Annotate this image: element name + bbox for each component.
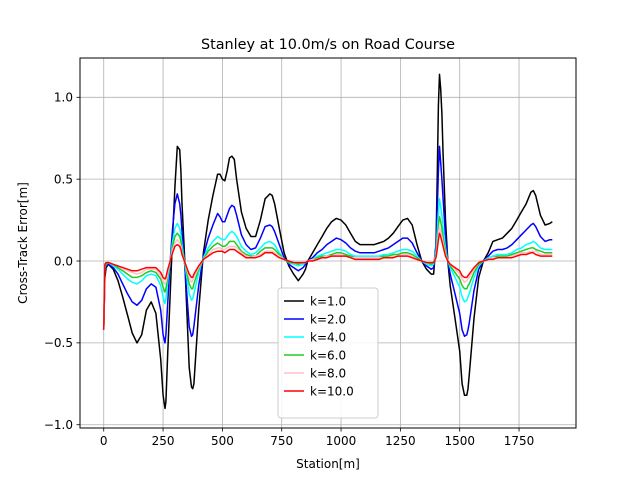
y-tick-label: 0.5 [54, 172, 73, 186]
x-axis-ticks: 0 250 500 750 1000 1250 1500 1750 [100, 428, 534, 448]
x-tick-label: 1500 [444, 434, 475, 448]
legend-label: k=6.0 [310, 348, 346, 362]
x-tick-label: 500 [211, 434, 234, 448]
chart-title: Stanley at 10.0m/s on Road Course [201, 37, 455, 53]
legend-label: k=4.0 [310, 330, 346, 344]
y-tick-label: 0.0 [54, 254, 73, 268]
y-tick-label: 1.0 [54, 91, 73, 105]
legend-label: k=2.0 [310, 312, 346, 326]
x-axis-title: Station[m] [296, 457, 360, 471]
x-tick-label: 250 [152, 434, 175, 448]
x-tick-label: 750 [270, 434, 293, 448]
series-line-6 [102, 232, 553, 330]
series-line-2 [102, 145, 553, 344]
series-line-1 [102, 73, 553, 410]
y-axis-title: Cross-Track Error[m] [16, 182, 30, 304]
legend-box [277, 287, 379, 419]
x-tick-label: 1750 [504, 434, 535, 448]
legend-label: k=8.0 [310, 366, 346, 380]
plot-area-frame [79, 57, 577, 429]
y-axis-ticks: −1.0 −0.5 0.0 0.5 1.0 [44, 91, 80, 432]
x-tick-label: 1250 [385, 434, 416, 448]
y-tick-label: −0.5 [44, 336, 73, 350]
y-tick-label: −1.0 [44, 418, 73, 432]
legend-label: k=10.0 [310, 384, 354, 398]
x-tick-label: 1000 [326, 434, 357, 448]
series-lines [102, 73, 553, 410]
series-line-5 [102, 225, 553, 330]
legend-label: k=1.0 [310, 294, 346, 308]
x-tick-label: 0 [100, 434, 108, 448]
legend: k=1.0 k=2.0 k=4.0 k=6.0 k=8.0 k=10.0 [277, 287, 379, 419]
